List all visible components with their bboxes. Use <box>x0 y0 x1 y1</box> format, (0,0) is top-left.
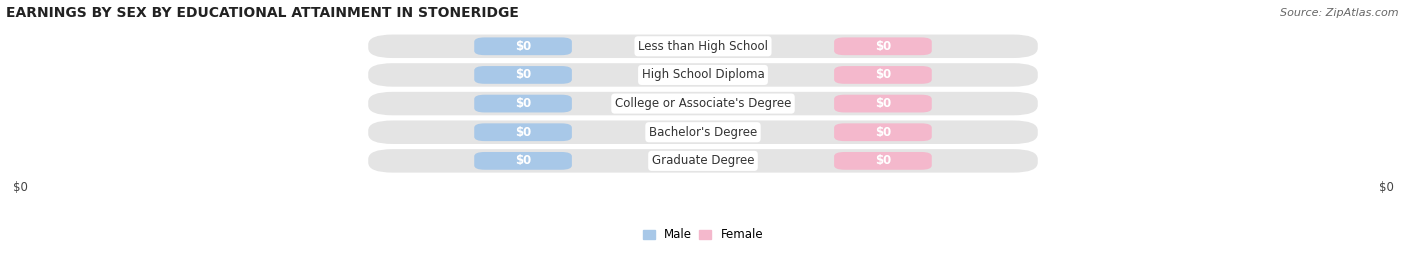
Text: $0: $0 <box>875 154 891 167</box>
Text: Less than High School: Less than High School <box>638 40 768 53</box>
Text: Source: ZipAtlas.com: Source: ZipAtlas.com <box>1281 8 1399 18</box>
FancyBboxPatch shape <box>834 152 932 170</box>
Text: EARNINGS BY SEX BY EDUCATIONAL ATTAINMENT IN STONERIDGE: EARNINGS BY SEX BY EDUCATIONAL ATTAINMEN… <box>6 6 519 20</box>
Text: $0: $0 <box>515 154 531 167</box>
FancyBboxPatch shape <box>834 37 932 55</box>
Text: $0: $0 <box>875 97 891 110</box>
Text: $0: $0 <box>515 126 531 139</box>
Text: $0: $0 <box>515 40 531 53</box>
Text: College or Associate's Degree: College or Associate's Degree <box>614 97 792 110</box>
FancyBboxPatch shape <box>368 92 1038 115</box>
Text: $0: $0 <box>875 126 891 139</box>
FancyBboxPatch shape <box>834 95 932 112</box>
FancyBboxPatch shape <box>368 121 1038 144</box>
Text: Bachelor's Degree: Bachelor's Degree <box>650 126 756 139</box>
Text: Graduate Degree: Graduate Degree <box>652 154 754 167</box>
FancyBboxPatch shape <box>834 66 932 84</box>
FancyBboxPatch shape <box>474 66 572 84</box>
FancyBboxPatch shape <box>474 95 572 112</box>
FancyBboxPatch shape <box>474 123 572 141</box>
Text: $0: $0 <box>875 40 891 53</box>
FancyBboxPatch shape <box>834 123 932 141</box>
FancyBboxPatch shape <box>474 37 572 55</box>
FancyBboxPatch shape <box>474 152 572 170</box>
Legend: Male, Female: Male, Female <box>643 228 763 241</box>
Text: $0: $0 <box>515 68 531 82</box>
FancyBboxPatch shape <box>368 63 1038 87</box>
FancyBboxPatch shape <box>368 149 1038 173</box>
Text: $0: $0 <box>1379 182 1393 194</box>
Text: $0: $0 <box>515 97 531 110</box>
Text: $0: $0 <box>875 68 891 82</box>
Text: $0: $0 <box>13 182 27 194</box>
Text: High School Diploma: High School Diploma <box>641 68 765 82</box>
FancyBboxPatch shape <box>368 34 1038 58</box>
